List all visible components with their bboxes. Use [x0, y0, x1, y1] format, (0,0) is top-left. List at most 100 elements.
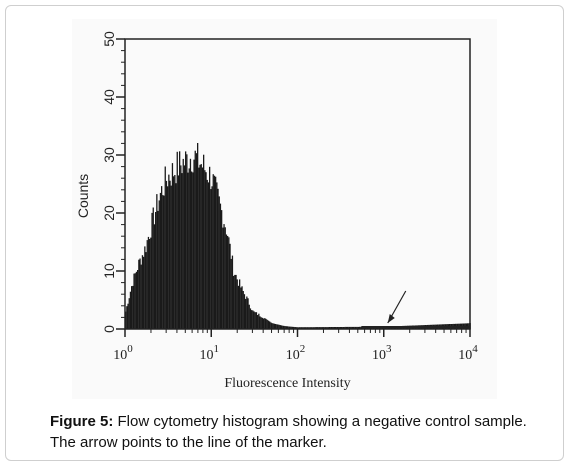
- histogram-bar: [350, 326, 352, 329]
- histogram-bar: [176, 151, 178, 329]
- y-tick-label: 10: [101, 263, 117, 279]
- histogram-bar: [319, 327, 321, 329]
- histogram-bar: [323, 327, 325, 329]
- histogram-bar: [217, 188, 219, 329]
- histogram-bar: [195, 153, 198, 329]
- histogram-bar: [349, 326, 351, 329]
- histogram-bar: [253, 311, 255, 329]
- histogram-bar: [227, 236, 229, 329]
- histogram-bar: [294, 327, 296, 329]
- histogram-bar: [359, 326, 361, 329]
- x-tick-label: 103: [372, 343, 392, 363]
- y-tick-label: 50: [101, 31, 117, 47]
- histogram-bar: [212, 174, 214, 329]
- histogram-bar: [157, 210, 159, 329]
- histogram-bar: [324, 327, 326, 329]
- histogram-bar: [290, 326, 292, 329]
- histogram-bar: [174, 175, 176, 329]
- histogram-bar: [132, 285, 134, 329]
- histogram-bar: [263, 318, 265, 329]
- histogram-bar: [277, 324, 279, 329]
- histogram-bar: [139, 258, 141, 329]
- histogram-bar: [271, 323, 273, 329]
- histogram-bar: [213, 175, 216, 329]
- histogram-bar: [254, 312, 256, 329]
- histogram-bar: [295, 327, 297, 329]
- histogram-bar: [135, 271, 138, 329]
- histogram-bar: [278, 324, 280, 329]
- histogram-bar: [199, 164, 201, 329]
- histogram-bar: [237, 285, 240, 329]
- histogram-bar: [137, 270, 139, 329]
- histogram-bar: [257, 315, 259, 329]
- histogram-bar: [260, 317, 262, 329]
- histogram-bar: [301, 327, 303, 329]
- histogram-bar: [351, 326, 354, 329]
- histogram-bar: [285, 326, 288, 329]
- histogram-bar: [264, 318, 266, 329]
- histogram-bar: [259, 316, 261, 329]
- histogram-bar: [149, 239, 151, 329]
- histogram-bar: [309, 327, 312, 329]
- histogram-bar: [127, 303, 129, 329]
- histogram-bar: [356, 326, 358, 329]
- y-tick-label: 20: [101, 205, 117, 221]
- histogram-bar: [248, 304, 250, 329]
- histogram-bar: [348, 326, 350, 329]
- histogram-bar: [134, 273, 136, 329]
- histogram-bar: [353, 326, 355, 329]
- histogram-bar: [275, 324, 277, 329]
- histogram-bar: [338, 327, 340, 329]
- marker-line: [361, 323, 471, 329]
- histogram-bar: [354, 326, 356, 329]
- histogram-bar: [251, 310, 253, 329]
- histogram-bar: [311, 327, 313, 329]
- histogram-bar: [156, 194, 158, 329]
- histogram-bar: [320, 327, 322, 329]
- histogram-bar: [163, 195, 165, 329]
- histogram-bar: [326, 327, 328, 329]
- histogram-bar: [230, 258, 232, 329]
- histogram-bar: [283, 325, 285, 329]
- histogram-chart: 0 10 20 30 40 50 100 101 102 103 104 Counts Fluor…: [75, 31, 478, 391]
- histogram-bar: [246, 296, 248, 329]
- histogram-bar: [284, 326, 286, 329]
- histogram-bar: [126, 306, 128, 329]
- histogram-bar: [164, 166, 166, 329]
- histogram-bar: [152, 207, 154, 329]
- histogram-bar: [181, 173, 183, 329]
- histogram-bar: [201, 167, 204, 329]
- histogram-bar: [299, 327, 301, 329]
- histogram-bar: [171, 163, 174, 329]
- histogram-bar: [203, 154, 205, 329]
- histogram-bar: [209, 166, 211, 329]
- histogram-bar: [249, 308, 252, 329]
- histogram-bar: [315, 327, 318, 329]
- histogram-bar: [221, 210, 223, 329]
- histogram-bar: [276, 324, 278, 329]
- histogram-bar: [145, 252, 147, 329]
- histogram-bar: [151, 212, 153, 329]
- histogram-bar: [168, 174, 170, 329]
- histogram-bar: [296, 327, 298, 329]
- histogram-bar: [211, 186, 213, 329]
- histogram-bar: [245, 298, 247, 329]
- figure-image-area: [72, 19, 497, 399]
- histogram-bar: [161, 186, 163, 329]
- histogram-bar: [240, 287, 242, 329]
- histogram-bar: [293, 326, 295, 329]
- histogram-bar: [337, 327, 339, 329]
- histogram-bar: [210, 189, 212, 329]
- histogram-bar: [255, 312, 258, 329]
- histogram-bar: [177, 175, 180, 329]
- histogram-bars: [125, 143, 471, 329]
- histogram-bar: [146, 240, 148, 329]
- histogram-bar: [236, 279, 238, 329]
- histogram-bar: [247, 298, 249, 329]
- histogram-bar: [188, 168, 190, 329]
- histogram-bar: [158, 200, 160, 329]
- histogram-bar: [343, 327, 345, 329]
- histogram-bar: [345, 326, 348, 329]
- histogram-bar: [207, 182, 210, 329]
- histogram-bar: [317, 327, 319, 329]
